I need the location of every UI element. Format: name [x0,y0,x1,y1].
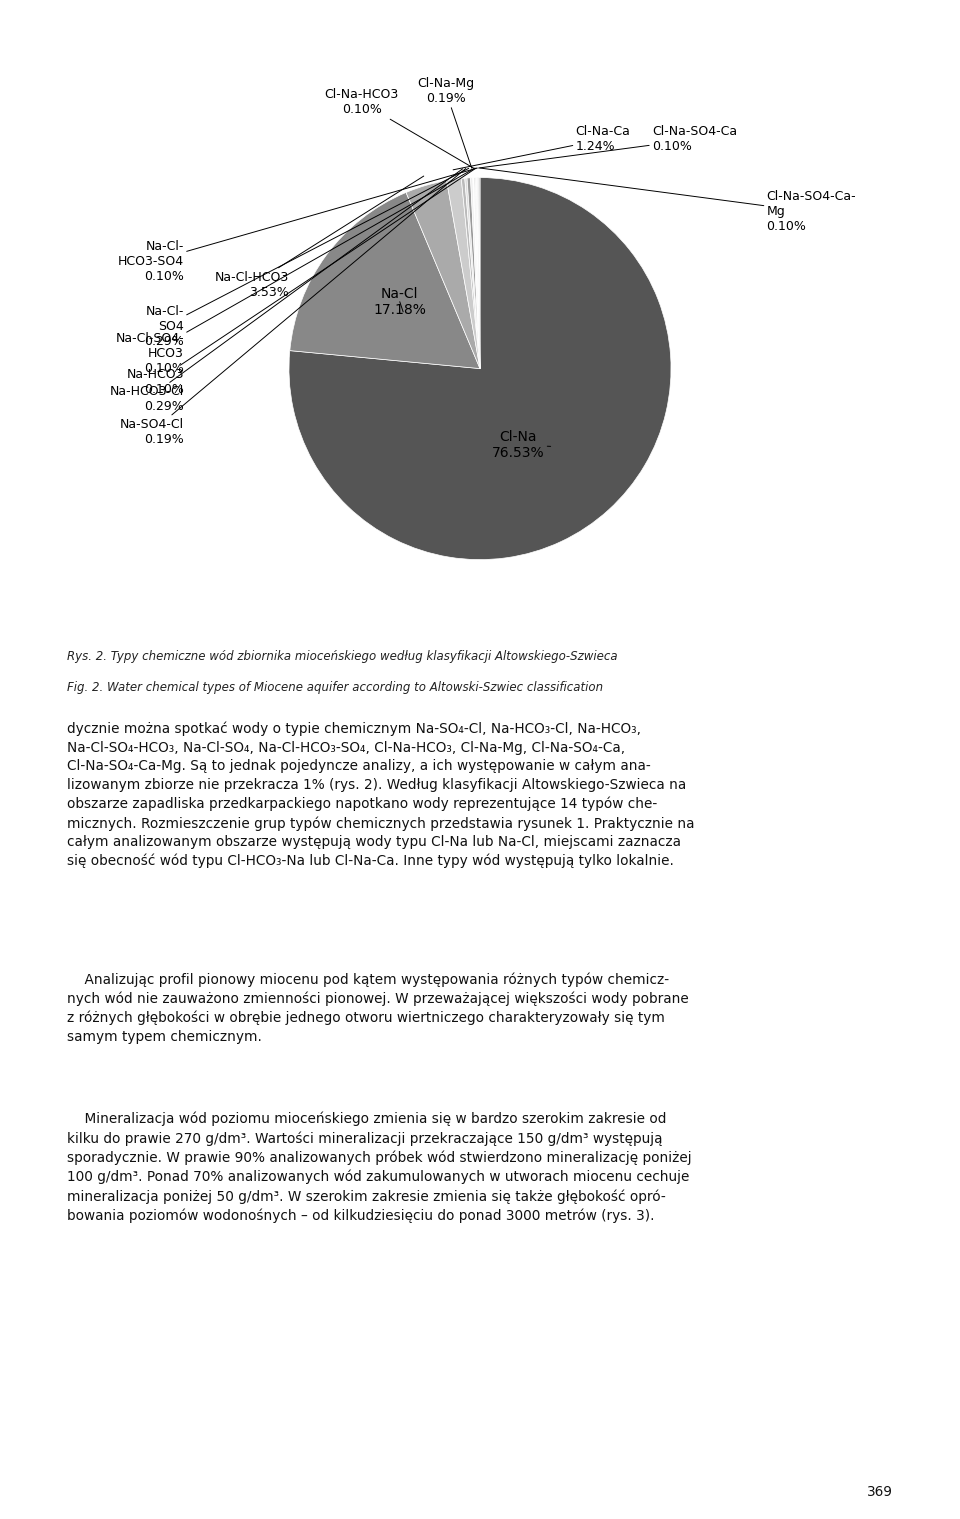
Text: Na-Cl-SO4-
HCO3
0.10%: Na-Cl-SO4- HCO3 0.10% [115,169,475,375]
Text: Na-HCO3-Cl
0.29%: Na-HCO3-Cl 0.29% [109,169,463,413]
Wedge shape [478,178,480,369]
Text: Fig. 2. Water chemical types of Miocene aquifer according to Altowski-Szwiec cla: Fig. 2. Water chemical types of Miocene … [67,681,603,694]
Wedge shape [468,178,480,369]
Wedge shape [470,178,480,369]
Text: 369: 369 [867,1486,893,1499]
Text: Rys. 2. Typy chemiczne wód zbiornika mioceńskiego według klasyfikacji Altowskieg: Rys. 2. Typy chemiczne wód zbiornika mio… [67,650,618,664]
Text: Na-Cl
17.18%: Na-Cl 17.18% [373,287,426,317]
Text: Cl-Na-HCO3
0.10%: Cl-Na-HCO3 0.10% [324,88,473,169]
Wedge shape [290,193,480,369]
Text: Cl-Na-Ca
1.24%: Cl-Na-Ca 1.24% [453,126,631,170]
Text: dycznie można spotkać wody o typie chemicznym Na-SO₄-Cl, Na-HCO₃-Cl, Na-HCO₃,
Na: dycznie można spotkać wody o typie chemi… [67,722,695,869]
Wedge shape [479,178,480,369]
Text: Mineralizacja wód poziomu mioceńskiego zmienia się w bardzo szerokim zakresie o: Mineralizacja wód poziomu mioceńskiego … [67,1112,692,1223]
Text: Analizując profil pionowy miocenu pod kątem występowania różnych typów chemicz-
: Analizując profil pionowy miocenu pod ką… [67,972,689,1044]
Wedge shape [406,181,480,369]
Text: Na-SO4-Cl
0.19%: Na-SO4-Cl 0.19% [120,169,466,445]
Wedge shape [462,178,480,369]
Wedge shape [474,178,480,369]
Wedge shape [446,178,480,369]
Wedge shape [289,178,671,559]
Wedge shape [473,178,480,369]
Text: Na-Cl-
SO4
0.29%: Na-Cl- SO4 0.29% [144,169,468,348]
Text: Cl-Na-SO4-Ca
0.10%: Cl-Na-SO4-Ca 0.10% [479,126,737,169]
Text: Cl-Na
76.53%: Cl-Na 76.53% [492,430,551,460]
Text: Na-HCO3
0.10%: Na-HCO3 0.10% [127,169,476,396]
Text: Na-Cl-
HCO3-SO4
0.10%: Na-Cl- HCO3-SO4 0.10% [118,169,477,283]
Text: Cl-Na-Mg
0.19%: Cl-Na-Mg 0.19% [417,77,474,169]
Wedge shape [476,178,480,369]
Wedge shape [475,178,480,369]
Text: Na-Cl-HCO3
3.53%: Na-Cl-HCO3 3.53% [215,176,423,299]
Wedge shape [465,178,480,369]
Text: Cl-Na-SO4-Ca-
Mg
0.10%: Cl-Na-SO4-Ca- Mg 0.10% [480,169,856,234]
